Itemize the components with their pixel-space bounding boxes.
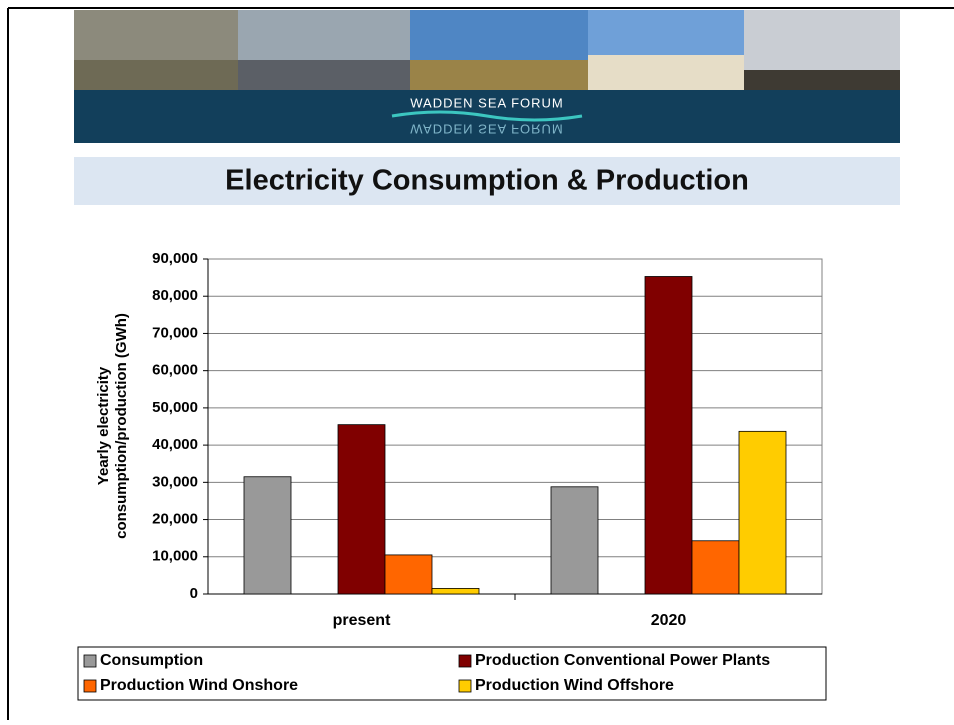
y-tick-label: 0 <box>190 585 198 602</box>
y-tick-label: 60,000 <box>152 362 198 379</box>
y-tick-label: 80,000 <box>152 287 198 304</box>
photo-pier <box>744 70 900 90</box>
x-tick-label: present <box>333 612 391 629</box>
photo-harbor <box>74 60 238 90</box>
legend-label: Production Conventional Power Plants <box>475 652 770 669</box>
bar <box>738 430 787 595</box>
banner-reflection: WADDEN SEA FORUM <box>410 122 563 137</box>
y-tick-label: 70,000 <box>152 324 198 341</box>
legend-swatch <box>83 654 97 668</box>
bar <box>431 588 480 595</box>
legend-swatch <box>83 679 97 693</box>
y-tick-label: 40,000 <box>152 436 198 453</box>
bar <box>337 424 386 595</box>
bar <box>384 554 433 595</box>
bar <box>644 276 693 595</box>
y-tick-label: 30,000 <box>152 473 198 490</box>
photo-field <box>410 10 588 60</box>
legend-label: Production Wind Offshore <box>475 677 674 694</box>
legend-swatch <box>458 679 472 693</box>
x-tick-label: 2020 <box>651 612 687 629</box>
banner: WADDEN SEA FORUM WADDEN SEA FORUM <box>74 10 900 143</box>
photo-beach <box>588 55 744 90</box>
photo-boats <box>238 60 410 90</box>
legend-label: Production Wind Onshore <box>100 677 298 694</box>
legend-label: Consumption <box>100 652 203 669</box>
plot-area <box>207 258 823 595</box>
y-tick-label: 10,000 <box>152 548 198 565</box>
legend-swatch <box>458 654 472 668</box>
y-axis-label: Yearly electricity <box>95 366 112 485</box>
y-axis-label: consumption/production (GWh) <box>113 313 130 539</box>
banner-title: WADDEN SEA FORUM <box>410 95 563 110</box>
banner-wave <box>391 110 583 122</box>
y-tick-label: 50,000 <box>152 399 198 416</box>
chart-title: Electricity Consumption & Production <box>225 165 749 197</box>
legend-box <box>77 646 827 701</box>
bar <box>243 476 292 595</box>
title-band <box>74 157 900 205</box>
photo-field <box>410 60 588 90</box>
y-tick-label: 20,000 <box>152 511 198 528</box>
bar <box>691 540 740 595</box>
y-tick-label: 90,000 <box>152 250 198 267</box>
bar <box>550 486 599 595</box>
photo-beach <box>588 10 744 55</box>
